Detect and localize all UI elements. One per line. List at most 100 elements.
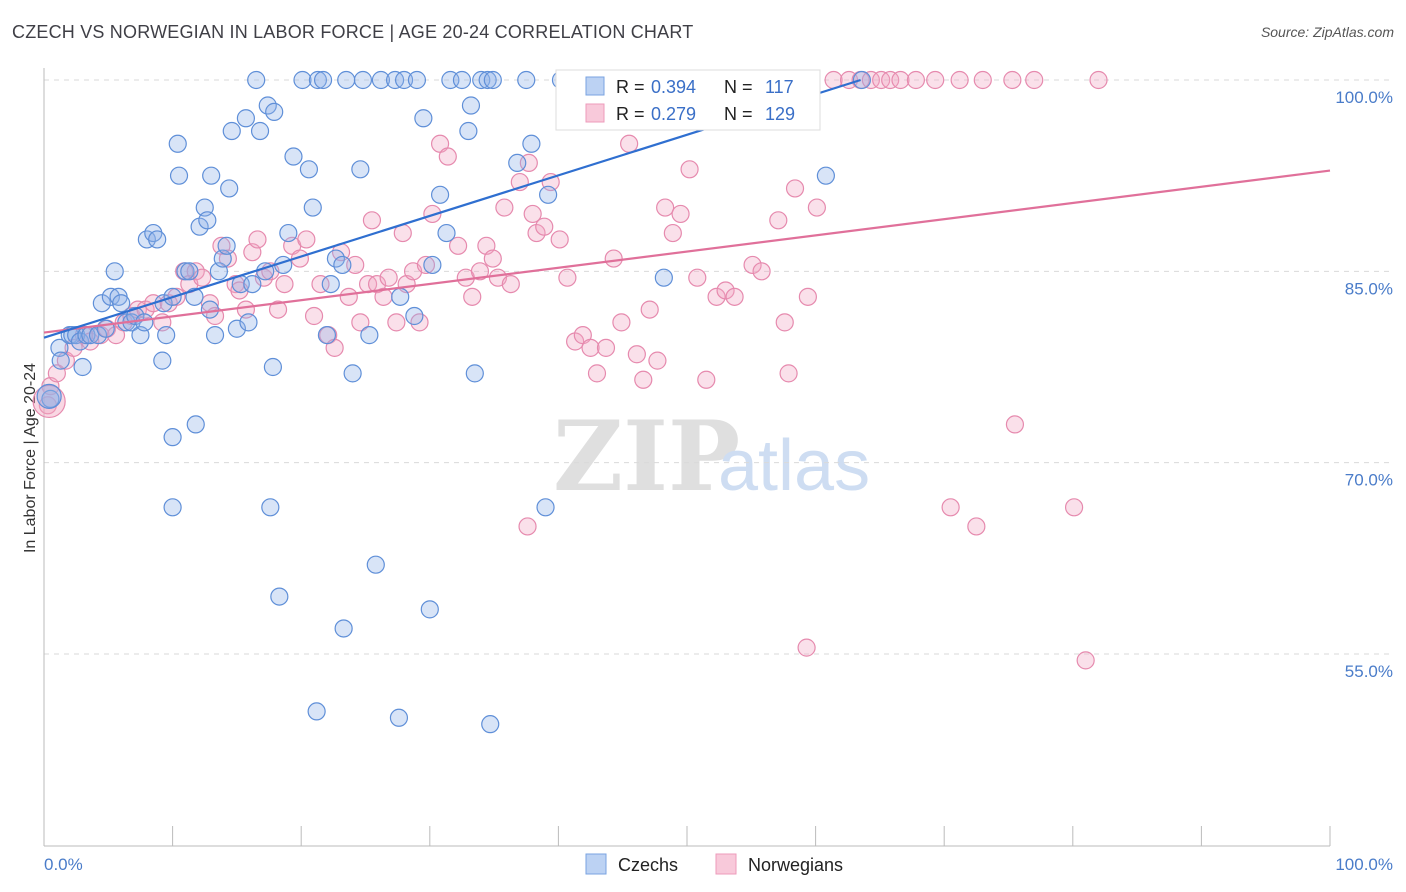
czechs-point bbox=[227, 319, 246, 338]
czechs-point bbox=[265, 102, 284, 121]
czechs-point bbox=[169, 166, 189, 185]
norwegians-point bbox=[612, 313, 631, 332]
y-tick-label: 100.0% bbox=[1335, 88, 1393, 107]
czechs-point bbox=[371, 70, 391, 90]
czechs-point bbox=[198, 211, 217, 230]
norwegians-point bbox=[1089, 70, 1108, 90]
norwegians-point bbox=[438, 147, 457, 166]
norwegians-point bbox=[483, 249, 502, 268]
norwegians-point bbox=[648, 351, 667, 370]
czechs-point bbox=[105, 262, 124, 281]
norwegians-point bbox=[268, 300, 288, 319]
czechs-point bbox=[299, 160, 319, 179]
legend-top: R = 0.394 N = 117 R = 0.279 N = 129 bbox=[555, 69, 821, 131]
norwegians-point bbox=[881, 70, 900, 90]
czechs-point bbox=[478, 70, 497, 90]
czechs-point bbox=[92, 294, 111, 313]
czechs-point bbox=[522, 134, 541, 153]
norwegians-point bbox=[634, 370, 653, 389]
czechs-point bbox=[220, 179, 239, 198]
norwegians-point bbox=[656, 198, 675, 217]
norwegians-point bbox=[1064, 498, 1084, 517]
czechs-point bbox=[163, 428, 182, 447]
norwegians-point bbox=[663, 223, 682, 243]
legend-swatch-norwegians bbox=[585, 103, 605, 123]
norwegians-point bbox=[950, 70, 969, 90]
czechs-point bbox=[420, 600, 439, 619]
norwegians-point bbox=[535, 217, 554, 236]
czechs-point bbox=[405, 306, 424, 326]
czechs-point bbox=[508, 153, 527, 173]
legend-swatch-czechs bbox=[585, 76, 605, 96]
norwegians-point bbox=[1076, 651, 1095, 670]
norwegians-point bbox=[798, 287, 817, 306]
norwegians-point bbox=[779, 364, 798, 383]
gridlines bbox=[44, 79, 1393, 655]
czechs-point bbox=[205, 326, 225, 345]
czechs-point bbox=[317, 326, 337, 345]
norwegians-point bbox=[387, 313, 406, 332]
norwegians-point bbox=[518, 517, 537, 536]
czechs-point bbox=[263, 357, 283, 377]
norwegians-point bbox=[671, 204, 690, 224]
czechs-point bbox=[852, 70, 871, 90]
norwegians-point bbox=[275, 274, 294, 294]
czechs-point bbox=[41, 389, 60, 408]
norwegians-point bbox=[775, 313, 794, 332]
czechs-point bbox=[176, 262, 195, 281]
source-credit: Source: ZipAtlas.com bbox=[1260, 24, 1394, 40]
norwegians-point bbox=[501, 274, 520, 294]
czechs-point bbox=[414, 109, 433, 128]
legend-bottom: Czechs Norwegians bbox=[585, 853, 843, 875]
czechs-point bbox=[247, 70, 266, 90]
czechs-point bbox=[394, 70, 414, 90]
czechs-point bbox=[816, 166, 835, 185]
czechs-point bbox=[200, 300, 219, 319]
norwegians-point bbox=[248, 230, 267, 249]
czechs-point bbox=[465, 364, 484, 383]
norwegians-point bbox=[523, 204, 542, 224]
norwegians-point bbox=[891, 70, 910, 90]
czechs-point bbox=[239, 313, 258, 332]
norwegians-point bbox=[1003, 70, 1022, 90]
norwegians-point bbox=[470, 262, 490, 281]
legend-n-label-czechs: N = bbox=[724, 77, 753, 97]
czechs-point bbox=[437, 223, 456, 243]
czechs-point bbox=[423, 255, 442, 275]
y-tick-label: 55.0% bbox=[1345, 662, 1393, 681]
czechs-point bbox=[153, 351, 172, 370]
czechs-point bbox=[483, 70, 502, 90]
norwegians-point bbox=[423, 204, 442, 224]
norwegians-point bbox=[973, 70, 992, 90]
legend-r-label-czechs: R = bbox=[616, 77, 645, 97]
legend-r-value-czechs: 0.394 bbox=[651, 77, 696, 97]
legend-n-label-norwegians: N = bbox=[724, 104, 753, 124]
czechs-point bbox=[217, 236, 236, 255]
norwegians-point bbox=[697, 370, 716, 389]
norwegians-point bbox=[558, 268, 577, 287]
norwegians-point bbox=[797, 638, 816, 657]
bottom-legend-swatch-norwegians bbox=[715, 853, 737, 875]
czechs-point bbox=[222, 121, 241, 141]
czechs-point bbox=[270, 587, 289, 606]
norwegians-points bbox=[32, 70, 1108, 670]
norwegians-point bbox=[688, 268, 707, 287]
czechs-point bbox=[36, 383, 62, 409]
czechs-point bbox=[168, 134, 187, 153]
watermark: ZIP atlas bbox=[553, 400, 870, 513]
czechs-point bbox=[163, 498, 182, 517]
czechs-point bbox=[430, 185, 450, 204]
czechs-point bbox=[96, 319, 115, 338]
norwegians-point bbox=[581, 338, 600, 357]
czechs-point bbox=[261, 498, 280, 517]
y-axis-label: In Labor Force | Age 20-24 bbox=[22, 363, 39, 553]
bottom-legend-norwegians: Norwegians bbox=[748, 855, 843, 875]
czechs-point bbox=[101, 287, 120, 306]
norwegians-point bbox=[725, 287, 744, 306]
czechs-point bbox=[313, 70, 333, 90]
x-tick-label-min: 0.0% bbox=[44, 855, 83, 874]
norwegians-point bbox=[351, 313, 370, 332]
czechs-point bbox=[279, 223, 298, 243]
norwegians-point bbox=[304, 306, 324, 326]
norwegians-point bbox=[707, 287, 726, 306]
